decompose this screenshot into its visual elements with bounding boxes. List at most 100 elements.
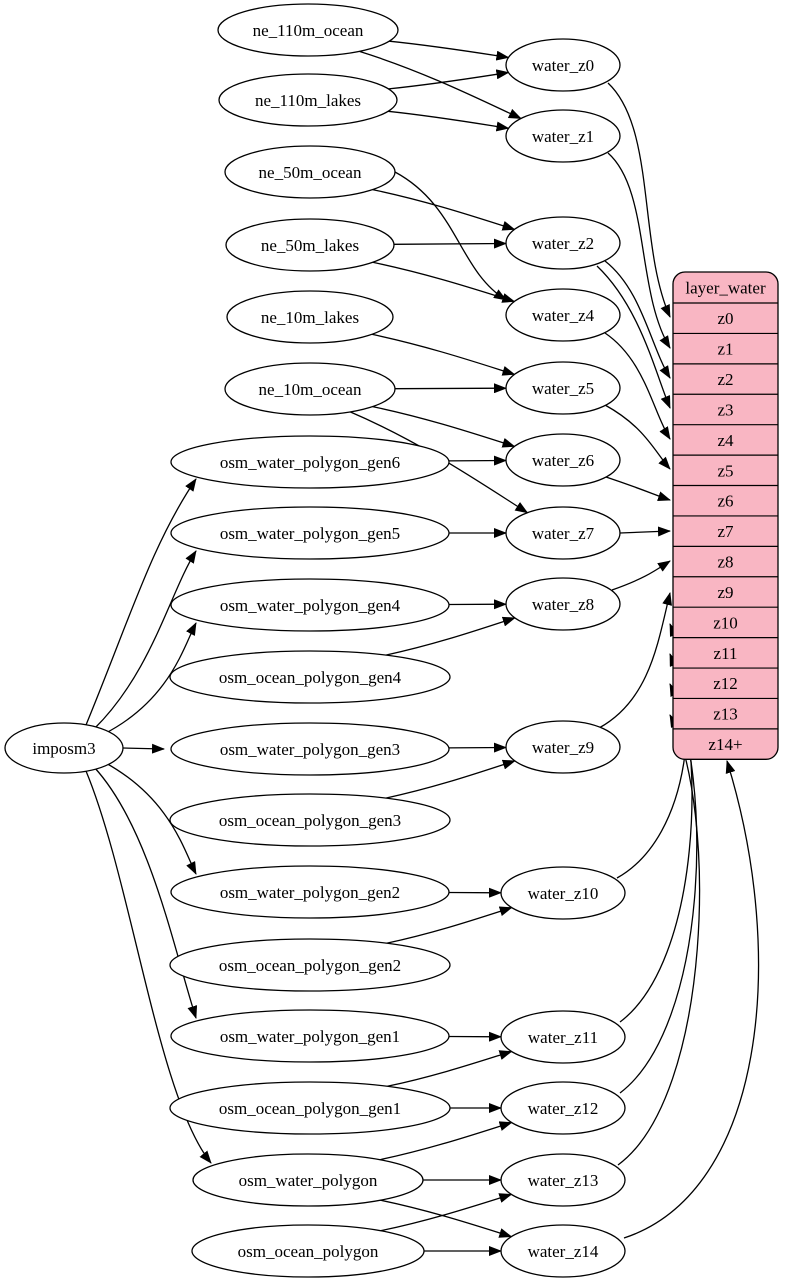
node-shape-osm_water_polygon — [192, 1153, 424, 1207]
node-shape-osm_water_polygon_gen4 — [170, 578, 450, 632]
node-label-osm_water_polygon_gen4: osm_water_polygon_gen4 — [220, 596, 401, 615]
edge-water_z14-to-layer_water-z14+ — [623, 760, 760, 1239]
edge-water_z6-to-layer_water-z6 — [605, 476, 671, 501]
node-shape-water_z0 — [505, 38, 621, 92]
node-label-ne_10m_ocean: ne_10m_ocean — [259, 380, 362, 399]
node-label-ne_50m_lakes: ne_50m_lakes — [261, 236, 359, 255]
node-label-osm_ocean_polygon_gen2: osm_ocean_polygon_gen2 — [219, 956, 401, 975]
record-row-z10: z10 — [713, 613, 738, 632]
node-ne_50m_lakes: ne_50m_lakes — [225, 218, 395, 272]
node-label-osm_water_polygon_gen3: osm_water_polygon_gen3 — [220, 740, 400, 759]
node-water_z8: water_z8 — [505, 577, 621, 631]
node-shape-water_z4 — [505, 288, 621, 342]
node-label-ne_110m_lakes: ne_110m_lakes — [255, 91, 361, 110]
record-row-z12: z12 — [713, 674, 738, 693]
node-shape-osm_water_polygon_gen1 — [170, 1009, 450, 1063]
record-row-z13: z13 — [713, 705, 738, 724]
node-label-osm_ocean_polygon_gen4: osm_ocean_polygon_gen4 — [219, 668, 402, 687]
node-shape-ne_10m_ocean — [224, 362, 396, 416]
node-shape-ne_50m_ocean — [224, 145, 396, 199]
node-ne_50m_ocean: ne_50m_ocean — [224, 145, 396, 199]
node-shape-osm_water_polygon_gen6 — [170, 435, 450, 489]
node-label-water_z12: water_z12 — [528, 1099, 599, 1118]
node-shape-water_z9 — [505, 720, 621, 774]
edge-water_z0-to-layer_water-z0 — [607, 82, 671, 318]
edge-osm_water_polygon-to-water_z12 — [379, 1121, 513, 1161]
node-shape-osm_ocean_polygon_gen3 — [169, 793, 451, 847]
edge-ne_50m_ocean-to-water_z4 — [394, 171, 507, 301]
node-label-water_z9: water_z9 — [532, 738, 594, 757]
node-shape-water_z1 — [505, 109, 621, 163]
record-row-z0: z0 — [717, 309, 733, 328]
edge-osm_water_polygon-to-water_z14 — [380, 1199, 513, 1238]
node-label-osm_water_polygon_gen1: osm_water_polygon_gen1 — [220, 1027, 400, 1046]
node-water_z11: water_z11 — [500, 1010, 626, 1064]
node-ne_10m_lakes: ne_10m_lakes — [226, 290, 394, 344]
record-row-z9: z9 — [717, 583, 733, 602]
node-osm_water_polygon_gen2: osm_water_polygon_gen2 — [170, 865, 450, 919]
node-shape-osm_ocean_polygon_gen1 — [169, 1081, 451, 1135]
record-row-z8: z8 — [717, 553, 733, 572]
node-water_z0: water_z0 — [505, 38, 621, 92]
node-osm_water_polygon_gen1: osm_water_polygon_gen1 — [170, 1009, 450, 1063]
edge-osm_ocean_polygon_gen3-to-water_z9 — [385, 759, 516, 799]
node-ne_110m_lakes: ne_110m_lakes — [218, 73, 398, 127]
node-shape-ne_50m_lakes — [225, 218, 395, 272]
node-label-osm_water_polygon_gen6: osm_water_polygon_gen6 — [220, 453, 400, 472]
node-water_z7: water_z7 — [505, 506, 621, 560]
record-row-z11: z11 — [714, 644, 738, 663]
record-row-z14+: z14+ — [708, 735, 742, 754]
edge-water_z4-to-layer_water-z4 — [604, 332, 671, 440]
node-shape-water_z11 — [500, 1010, 626, 1064]
node-water_z2: water_z2 — [505, 216, 621, 270]
edge-water_z5-to-layer_water-z5 — [604, 404, 671, 470]
edge-water_z2-to-layer_water-z3 — [596, 265, 671, 409]
node-osm_ocean_polygon: osm_ocean_polygon — [191, 1224, 425, 1278]
node-imposm3: imposm3 — [4, 722, 124, 774]
record-row-z3: z3 — [717, 400, 733, 419]
node-osm_ocean_polygon_gen4: osm_ocean_polygon_gen4 — [169, 650, 451, 704]
node-shape-osm_water_polygon_gen2 — [170, 865, 450, 919]
record-row-z7: z7 — [717, 522, 734, 541]
edge-imposm3-to-osm_water_polygon_gen5 — [93, 550, 197, 730]
node-shape-water_z7 — [505, 506, 621, 560]
nodes-layer: imposm3 ne_110m_ocean ne_110m_lakes ne_50m_… — [4, 3, 626, 1278]
node-water_z10: water_z10 — [500, 866, 626, 920]
record-row-z4: z4 — [717, 431, 734, 450]
record-row-z1: z1 — [717, 340, 733, 359]
node-water_z6: water_z6 — [505, 433, 621, 487]
node-label-osm_water_polygon: osm_water_polygon — [239, 1171, 378, 1190]
node-shape-osm_water_polygon_gen5 — [170, 506, 450, 560]
node-shape-ne_110m_lakes — [218, 73, 398, 127]
node-label-ne_50m_ocean: ne_50m_ocean — [259, 163, 362, 182]
node-osm_water_polygon: osm_water_polygon — [192, 1153, 424, 1207]
node-label-water_z6: water_z6 — [532, 451, 594, 470]
edge-ne_110m_lakes-to-water_z0 — [388, 69, 510, 90]
node-osm_ocean_polygon_gen3: osm_ocean_polygon_gen3 — [169, 793, 451, 847]
node-water_z1: water_z1 — [505, 109, 621, 163]
node-label-osm_ocean_polygon_gen1: osm_ocean_polygon_gen1 — [219, 1099, 401, 1118]
edge-imposm3-to-osm_water_polygon_gen3 — [122, 743, 165, 754]
node-label-water_z4: water_z4 — [532, 306, 595, 325]
node-label-water_z0: water_z0 — [532, 56, 594, 75]
node-osm_water_polygon_gen4: osm_water_polygon_gen4 — [170, 578, 450, 632]
node-label-water_z10: water_z10 — [528, 884, 599, 903]
node-osm_ocean_polygon_gen1: osm_ocean_polygon_gen1 — [169, 1081, 451, 1135]
record-row-z5: z5 — [717, 461, 733, 480]
node-shape-water_z8 — [505, 577, 621, 631]
node-shape-water_z2 — [505, 216, 621, 270]
edge-water_z7-to-layer_water-z7 — [619, 526, 671, 537]
edge-ne_110m_ocean-to-water_z1 — [359, 50, 522, 120]
node-label-water_z2: water_z2 — [532, 234, 594, 253]
node-shape-osm_water_polygon_gen3 — [170, 722, 450, 776]
node-water_z9: water_z9 — [505, 720, 621, 774]
node-shape-imposm3 — [4, 722, 124, 774]
node-label-water_z7: water_z7 — [532, 524, 595, 543]
node-shape-water_z14 — [500, 1224, 626, 1278]
node-water_z13: water_z13 — [500, 1153, 626, 1207]
node-osm_water_polygon_gen3: osm_water_polygon_gen3 — [170, 722, 450, 776]
edges-layer — [85, 40, 760, 1256]
edge-ne_10m_lakes-to-water_z5 — [371, 333, 516, 376]
edge-osm_ocean_polygon_gen1-to-water_z11 — [387, 1050, 513, 1087]
